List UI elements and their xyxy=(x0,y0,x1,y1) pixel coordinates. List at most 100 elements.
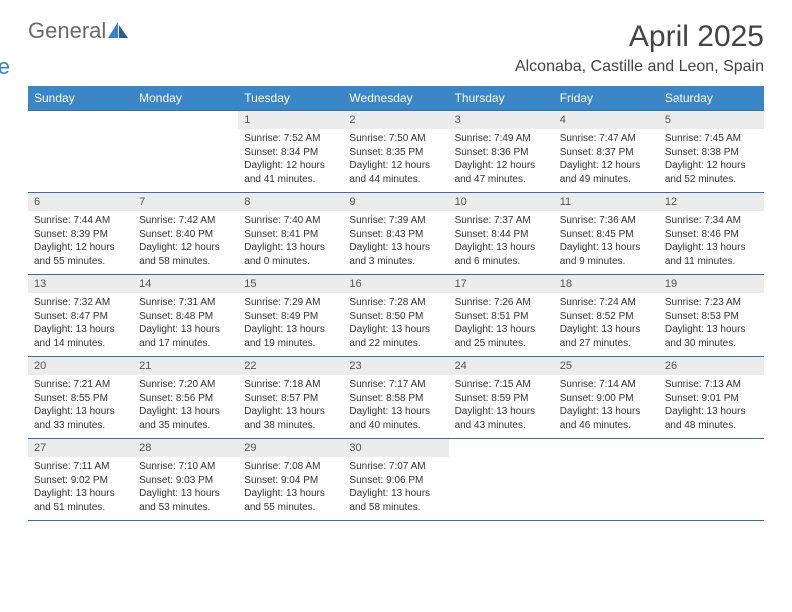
calendar-day-cell: 3Sunrise: 7:49 AMSunset: 8:36 PMDaylight… xyxy=(449,111,554,193)
sunset-text: Sunset: 8:34 PM xyxy=(244,146,337,160)
daylight-text: Daylight: 13 hours and 17 minutes. xyxy=(139,323,232,350)
weekday-header: Tuesday xyxy=(238,86,343,111)
calendar-day-cell: 24Sunrise: 7:15 AMSunset: 8:59 PMDayligh… xyxy=(449,357,554,439)
weekday-header: Saturday xyxy=(659,86,764,111)
daylight-text: Daylight: 13 hours and 22 minutes. xyxy=(349,323,442,350)
sunrise-text: Sunrise: 7:11 AM xyxy=(34,460,127,474)
day-details: Sunrise: 7:42 AMSunset: 8:40 PMDaylight:… xyxy=(133,211,238,274)
brand-text-wrap: General Blue xyxy=(28,20,128,64)
calendar-empty-cell xyxy=(133,111,238,193)
calendar-day-cell: 29Sunrise: 7:08 AMSunset: 9:04 PMDayligh… xyxy=(238,439,343,521)
daylight-text: Daylight: 12 hours and 44 minutes. xyxy=(349,159,442,186)
daylight-text: Daylight: 13 hours and 27 minutes. xyxy=(560,323,653,350)
sunset-text: Sunset: 8:52 PM xyxy=(560,310,653,324)
day-number: 5 xyxy=(659,111,764,129)
location-label: Alconaba, Castille and Leon, Spain xyxy=(515,58,764,76)
calendar-page: General Blue April 2025 Alconaba, Castil… xyxy=(0,0,792,541)
sunset-text: Sunset: 8:36 PM xyxy=(455,146,548,160)
sunset-text: Sunset: 8:47 PM xyxy=(34,310,127,324)
sail-icon xyxy=(108,22,128,38)
calendar-week-row: 27Sunrise: 7:11 AMSunset: 9:02 PMDayligh… xyxy=(28,439,764,521)
calendar-empty-cell xyxy=(28,111,133,193)
sunrise-text: Sunrise: 7:21 AM xyxy=(34,378,127,392)
day-details: Sunrise: 7:26 AMSunset: 8:51 PMDaylight:… xyxy=(449,293,554,356)
sunset-text: Sunset: 9:01 PM xyxy=(665,392,758,406)
daylight-text: Daylight: 13 hours and 48 minutes. xyxy=(665,405,758,432)
day-number: 30 xyxy=(343,439,448,457)
daylight-text: Daylight: 12 hours and 41 minutes. xyxy=(244,159,337,186)
day-details: Sunrise: 7:31 AMSunset: 8:48 PMDaylight:… xyxy=(133,293,238,356)
daylight-text: Daylight: 13 hours and 33 minutes. xyxy=(34,405,127,432)
daylight-text: Daylight: 13 hours and 3 minutes. xyxy=(349,241,442,268)
calendar-day-cell: 13Sunrise: 7:32 AMSunset: 8:47 PMDayligh… xyxy=(28,275,133,357)
day-number: 4 xyxy=(554,111,659,129)
daylight-text: Daylight: 13 hours and 46 minutes. xyxy=(560,405,653,432)
day-number: 24 xyxy=(449,357,554,375)
sunset-text: Sunset: 8:57 PM xyxy=(244,392,337,406)
sunrise-text: Sunrise: 7:08 AM xyxy=(244,460,337,474)
day-details: Sunrise: 7:23 AMSunset: 8:53 PMDaylight:… xyxy=(659,293,764,356)
sunset-text: Sunset: 8:50 PM xyxy=(349,310,442,324)
sunrise-text: Sunrise: 7:13 AM xyxy=(665,378,758,392)
sunrise-text: Sunrise: 7:39 AM xyxy=(349,214,442,228)
day-number: 23 xyxy=(343,357,448,375)
sunrise-text: Sunrise: 7:15 AM xyxy=(455,378,548,392)
calendar-day-cell: 27Sunrise: 7:11 AMSunset: 9:02 PMDayligh… xyxy=(28,439,133,521)
day-details: Sunrise: 7:36 AMSunset: 8:45 PMDaylight:… xyxy=(554,211,659,274)
day-number: 26 xyxy=(659,357,764,375)
day-details: Sunrise: 7:32 AMSunset: 8:47 PMDaylight:… xyxy=(28,293,133,356)
day-details: Sunrise: 7:11 AMSunset: 9:02 PMDaylight:… xyxy=(28,457,133,520)
day-number: 1 xyxy=(238,111,343,129)
calendar-week-row: 20Sunrise: 7:21 AMSunset: 8:55 PMDayligh… xyxy=(28,357,764,439)
sunrise-text: Sunrise: 7:34 AM xyxy=(665,214,758,228)
calendar-day-cell: 4Sunrise: 7:47 AMSunset: 8:37 PMDaylight… xyxy=(554,111,659,193)
sunset-text: Sunset: 8:39 PM xyxy=(34,228,127,242)
weekday-header: Sunday xyxy=(28,86,133,111)
sunrise-text: Sunrise: 7:20 AM xyxy=(139,378,232,392)
sunset-text: Sunset: 8:44 PM xyxy=(455,228,548,242)
day-number: 17 xyxy=(449,275,554,293)
calendar-day-cell: 14Sunrise: 7:31 AMSunset: 8:48 PMDayligh… xyxy=(133,275,238,357)
day-number: 28 xyxy=(133,439,238,457)
sunrise-text: Sunrise: 7:40 AM xyxy=(244,214,337,228)
sunset-text: Sunset: 8:51 PM xyxy=(455,310,548,324)
sunrise-text: Sunrise: 7:10 AM xyxy=(139,460,232,474)
day-details: Sunrise: 7:15 AMSunset: 8:59 PMDaylight:… xyxy=(449,375,554,438)
calendar-day-cell: 5Sunrise: 7:45 AMSunset: 8:38 PMDaylight… xyxy=(659,111,764,193)
daylight-text: Daylight: 13 hours and 0 minutes. xyxy=(244,241,337,268)
daylight-text: Daylight: 13 hours and 19 minutes. xyxy=(244,323,337,350)
sunrise-text: Sunrise: 7:32 AM xyxy=(34,296,127,310)
sunrise-text: Sunrise: 7:26 AM xyxy=(455,296,548,310)
brand-part1: General xyxy=(28,20,106,42)
sunset-text: Sunset: 9:02 PM xyxy=(34,474,127,488)
day-number: 21 xyxy=(133,357,238,375)
daylight-text: Daylight: 13 hours and 38 minutes. xyxy=(244,405,337,432)
daylight-text: Daylight: 13 hours and 51 minutes. xyxy=(34,487,127,514)
calendar-day-cell: 18Sunrise: 7:24 AMSunset: 8:52 PMDayligh… xyxy=(554,275,659,357)
sunset-text: Sunset: 8:38 PM xyxy=(665,146,758,160)
calendar-empty-cell xyxy=(554,439,659,521)
calendar-empty-cell xyxy=(449,439,554,521)
calendar-day-cell: 20Sunrise: 7:21 AMSunset: 8:55 PMDayligh… xyxy=(28,357,133,439)
sunrise-text: Sunrise: 7:42 AM xyxy=(139,214,232,228)
daylight-text: Daylight: 13 hours and 55 minutes. xyxy=(244,487,337,514)
day-details: Sunrise: 7:49 AMSunset: 8:36 PMDaylight:… xyxy=(449,129,554,192)
sunrise-text: Sunrise: 7:47 AM xyxy=(560,132,653,146)
day-details: Sunrise: 7:07 AMSunset: 9:06 PMDaylight:… xyxy=(343,457,448,520)
sunset-text: Sunset: 8:41 PM xyxy=(244,228,337,242)
calendar-day-cell: 9Sunrise: 7:39 AMSunset: 8:43 PMDaylight… xyxy=(343,193,448,275)
sunset-text: Sunset: 8:53 PM xyxy=(665,310,758,324)
day-details: Sunrise: 7:52 AMSunset: 8:34 PMDaylight:… xyxy=(238,129,343,192)
day-details: Sunrise: 7:37 AMSunset: 8:44 PMDaylight:… xyxy=(449,211,554,274)
brand-logo: General Blue xyxy=(28,20,128,64)
day-number: 2 xyxy=(343,111,448,129)
calendar-day-cell: 10Sunrise: 7:37 AMSunset: 8:44 PMDayligh… xyxy=(449,193,554,275)
sunrise-text: Sunrise: 7:14 AM xyxy=(560,378,653,392)
weekday-header: Monday xyxy=(133,86,238,111)
day-details: Sunrise: 7:50 AMSunset: 8:35 PMDaylight:… xyxy=(343,129,448,192)
daylight-text: Daylight: 12 hours and 52 minutes. xyxy=(665,159,758,186)
sunset-text: Sunset: 9:03 PM xyxy=(139,474,232,488)
day-details: Sunrise: 7:13 AMSunset: 9:01 PMDaylight:… xyxy=(659,375,764,438)
day-details: Sunrise: 7:44 AMSunset: 8:39 PMDaylight:… xyxy=(28,211,133,274)
sunrise-text: Sunrise: 7:29 AM xyxy=(244,296,337,310)
